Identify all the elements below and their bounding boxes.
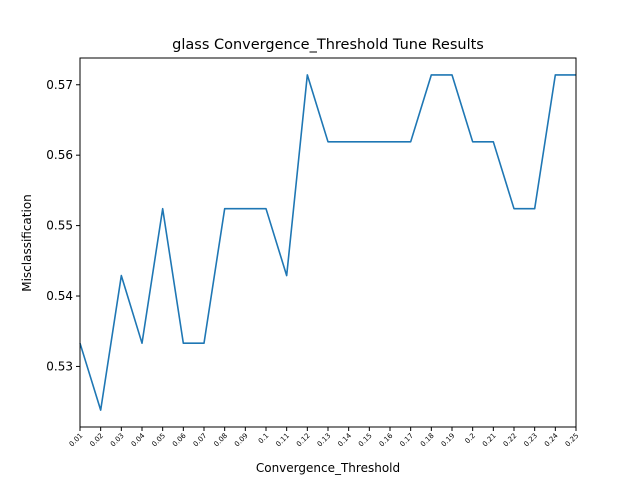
y-axis-label: Misclassification xyxy=(20,194,34,292)
y-tick-label: 0.54 xyxy=(46,289,73,303)
axes-frame xyxy=(79,57,577,428)
chart-title: glass Convergence_Threshold Tune Results xyxy=(172,37,484,53)
x-axis-label: Convergence_Threshold xyxy=(256,461,400,475)
y-tick-label: 0.53 xyxy=(46,359,73,373)
y-axis: 0.53 0.54 0.55 0.56 0.57 xyxy=(46,78,80,373)
y-tick-label: 0.56 xyxy=(46,148,73,162)
series-line xyxy=(79,74,576,411)
plot-area xyxy=(79,74,576,411)
y-tick-label: 0.55 xyxy=(46,219,73,233)
y-tick-label: 0.57 xyxy=(46,78,73,92)
